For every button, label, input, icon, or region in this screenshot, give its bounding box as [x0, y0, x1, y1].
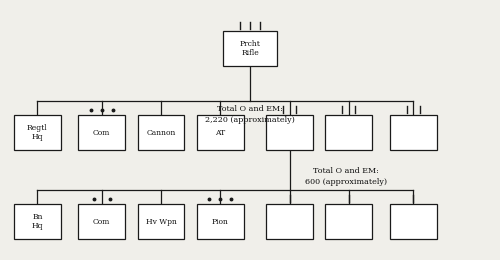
FancyBboxPatch shape	[390, 115, 436, 150]
FancyBboxPatch shape	[78, 204, 125, 239]
FancyBboxPatch shape	[14, 204, 61, 239]
Text: Com: Com	[93, 218, 110, 226]
FancyBboxPatch shape	[326, 204, 372, 239]
Text: Prcht
Rifle: Prcht Rifle	[240, 40, 260, 57]
FancyBboxPatch shape	[390, 204, 436, 239]
FancyBboxPatch shape	[197, 204, 244, 239]
Text: Total O and EM:
2,220 (approximately): Total O and EM: 2,220 (approximately)	[205, 105, 295, 124]
Text: Com: Com	[93, 128, 110, 136]
FancyBboxPatch shape	[14, 115, 61, 150]
Text: Cannon: Cannon	[146, 128, 176, 136]
Text: Hv Wpn: Hv Wpn	[146, 218, 176, 226]
FancyBboxPatch shape	[78, 115, 125, 150]
FancyBboxPatch shape	[266, 204, 313, 239]
Text: Pion: Pion	[212, 218, 229, 226]
FancyBboxPatch shape	[138, 204, 184, 239]
FancyBboxPatch shape	[266, 115, 313, 150]
FancyBboxPatch shape	[326, 115, 372, 150]
FancyBboxPatch shape	[138, 115, 184, 150]
FancyBboxPatch shape	[223, 31, 277, 66]
Text: Total O and EM:
600 (approximately): Total O and EM: 600 (approximately)	[306, 167, 388, 186]
FancyBboxPatch shape	[197, 115, 244, 150]
Text: Regtl
Hq: Regtl Hq	[27, 124, 48, 141]
Text: AT: AT	[215, 128, 226, 136]
Text: Bn
Hq: Bn Hq	[32, 213, 43, 231]
